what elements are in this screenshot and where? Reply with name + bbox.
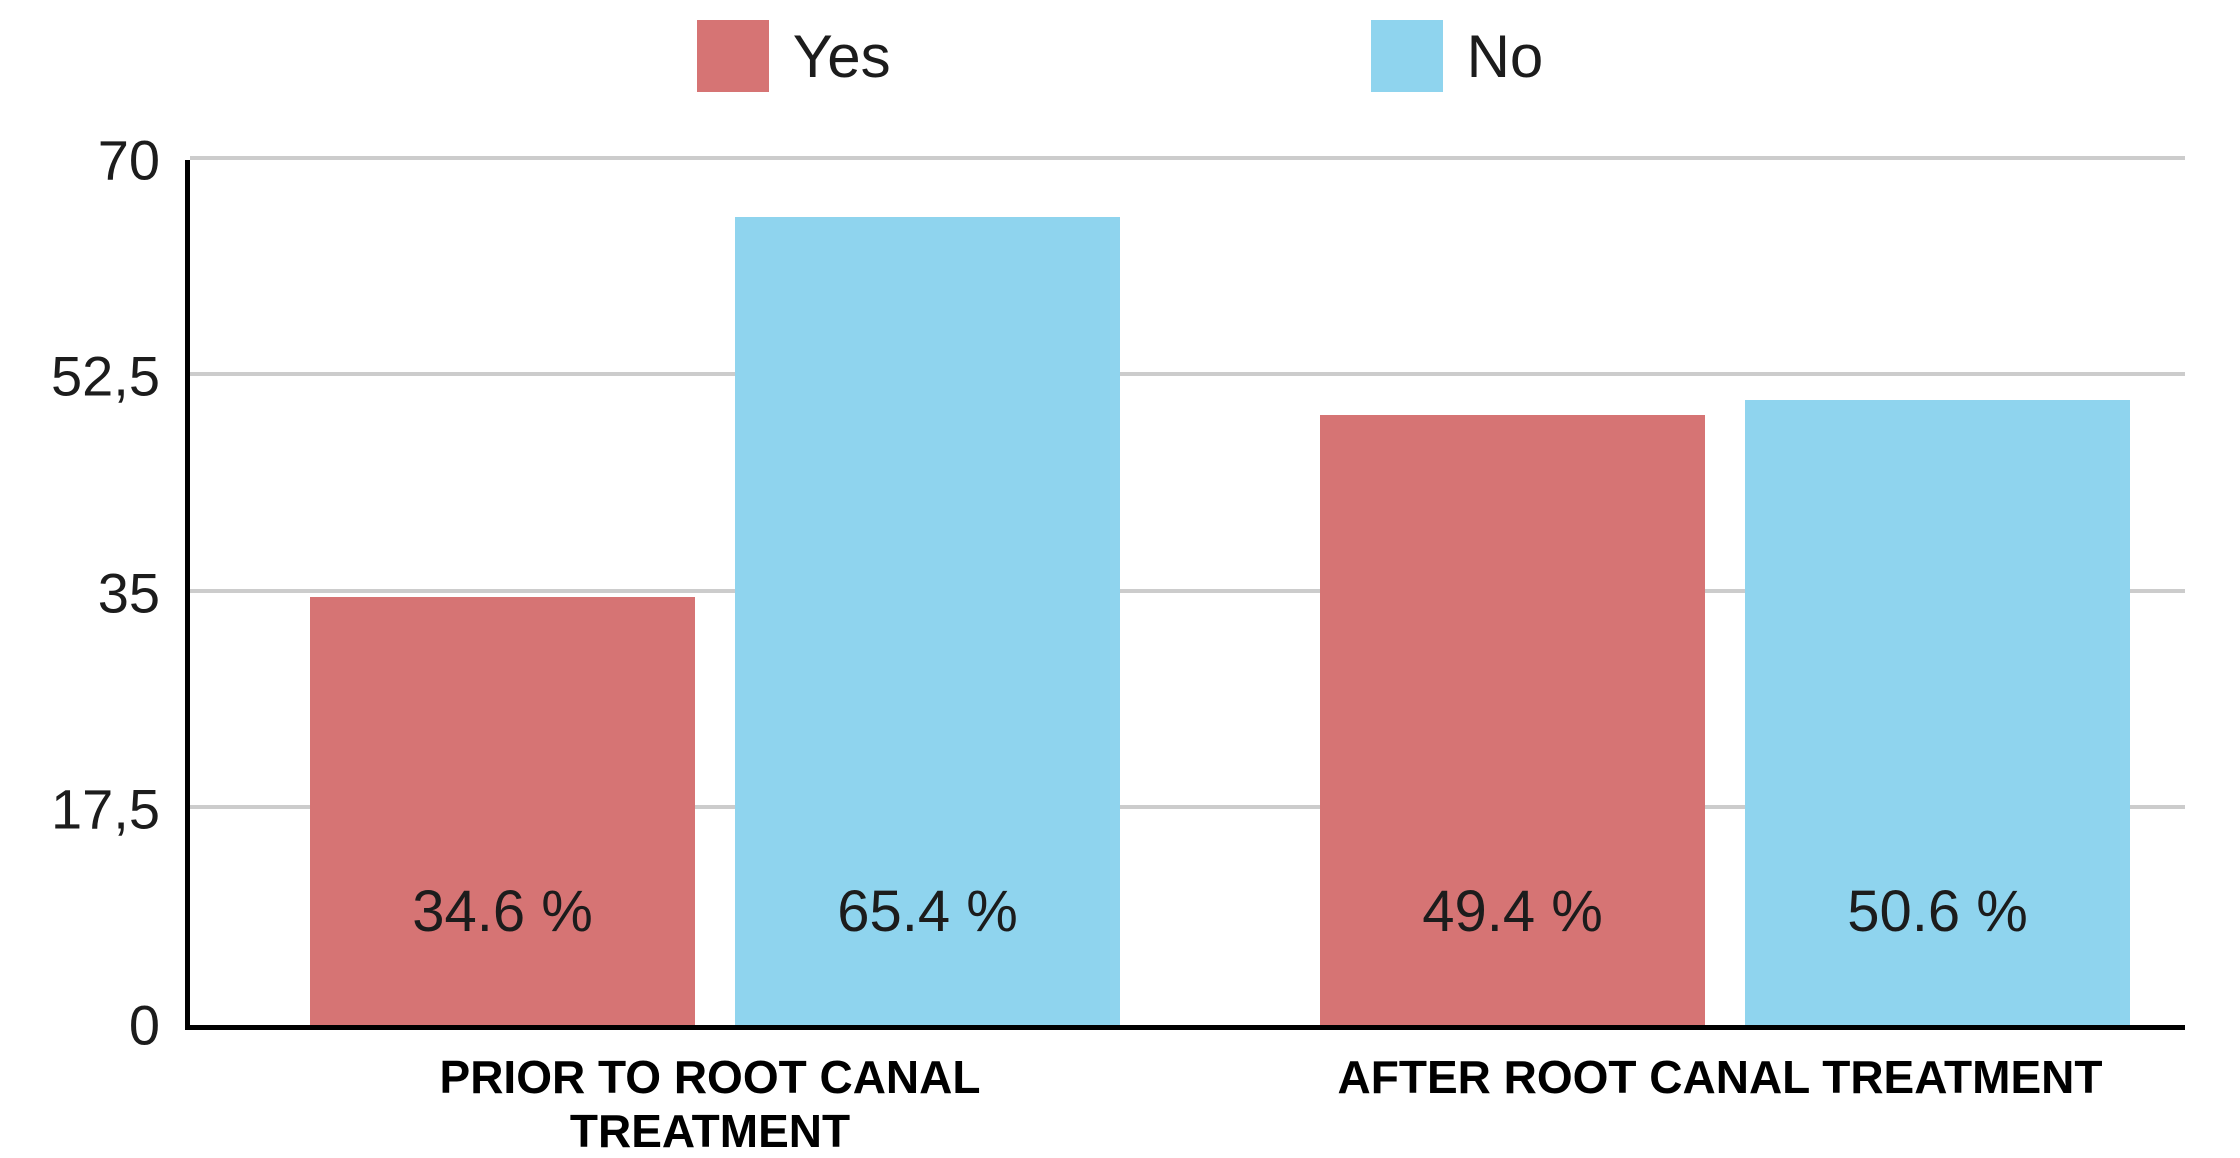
bar-yes-prior: 34.6 % [310,597,695,1025]
plot-area: 34.6 % 65.4 % 49.4 % 50.6 % [185,160,2185,1030]
bar-label-yes-prior: 34.6 % [310,878,695,945]
legend-label-yes: Yes [793,22,891,91]
ytick-4: 70 [0,128,160,193]
bar-no-prior: 65.4 % [735,217,1120,1025]
bars-layer: 34.6 % 65.4 % 49.4 % 50.6 % [190,160,2185,1025]
bar-label-no-after: 50.6 % [1745,878,2130,945]
category-label-after: AFTER ROOT CANAL TREATMENT [1315,1050,2125,1104]
bar-label-yes-after: 49.4 % [1320,878,1705,945]
legend-swatch-yes [697,20,769,92]
bar-label-no-prior: 65.4 % [735,878,1120,945]
bar-yes-after: 49.4 % [1320,415,1705,1025]
ytick-2: 35 [0,560,160,625]
bar-no-after: 50.6 % [1745,400,2130,1025]
category-label-prior: PRIOR TO ROOT CANAL TREATMENT [305,1050,1115,1158]
ytick-0: 0 [0,993,160,1058]
legend-swatch-no [1371,20,1443,92]
legend-item-yes: Yes [697,20,891,92]
bar-chart: Yes No 0 17,5 35 52,5 70 34.6 % 65.4 % [0,0,2240,1154]
legend-item-no: No [1371,20,1544,92]
ytick-1: 17,5 [0,776,160,841]
legend-label-no: No [1467,22,1544,91]
legend: Yes No [0,20,2240,92]
ytick-3: 52,5 [0,344,160,409]
